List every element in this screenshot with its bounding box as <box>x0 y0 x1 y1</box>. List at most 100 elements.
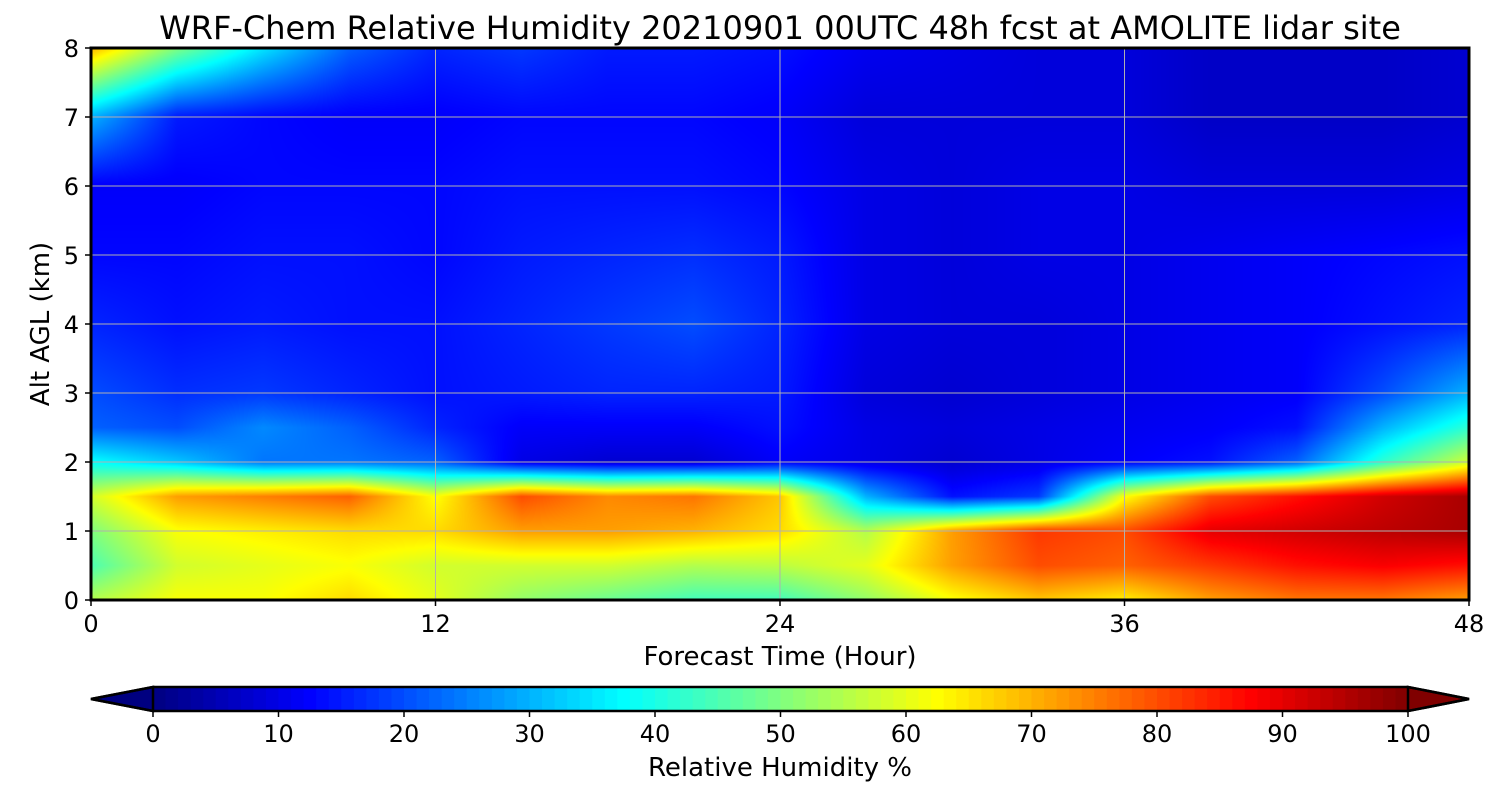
x-tick-label: 0 <box>83 610 98 638</box>
colorbar-segment <box>378 687 393 711</box>
x-axis: 0 12 24 36 48 <box>83 600 1484 638</box>
y-tick-label: 0 <box>64 587 79 615</box>
colorbar-segment <box>1194 687 1208 711</box>
colorbar-segment <box>1345 687 1359 711</box>
colorbar-segments <box>153 687 1409 711</box>
colorbar-segment <box>1131 687 1146 711</box>
colorbar-tick-label: 40 <box>640 720 671 748</box>
y-tick-label: 7 <box>64 104 79 132</box>
colorbar-segment <box>780 687 794 711</box>
colorbar-segment <box>1182 687 1196 711</box>
colorbar-segment <box>1219 687 1233 711</box>
colorbar-segment <box>429 687 443 711</box>
colorbar-segment <box>1169 687 1183 711</box>
colorbar-segment <box>341 687 355 711</box>
colorbar-segment <box>203 687 217 711</box>
colorbar-segment <box>178 687 192 711</box>
colorbar-segment <box>265 687 280 711</box>
colorbar-segment <box>855 687 869 711</box>
colorbar-tick-label: 70 <box>1016 720 1047 748</box>
colorbar-segment <box>153 687 167 711</box>
y-tick-label: 6 <box>64 173 79 201</box>
colorbar-segment <box>843 687 857 711</box>
colorbar-segment <box>278 687 292 711</box>
colorbar-segment <box>165 687 179 711</box>
colorbar-segment <box>579 687 593 711</box>
colorbar-segment <box>1395 687 1409 711</box>
y-tick-label: 4 <box>64 311 79 339</box>
colorbar-segment <box>692 687 706 711</box>
colorbar-ticks: 0 10 20 30 40 50 60 70 80 90 100 <box>145 711 1431 748</box>
colorbar-segment <box>717 687 731 711</box>
colorbar-segment <box>1332 687 1346 711</box>
colorbar-segment <box>567 687 581 711</box>
colorbar-segment <box>1094 687 1108 711</box>
colorbar-segment <box>529 687 543 711</box>
colorbar-tick-label: 80 <box>1142 720 1173 748</box>
colorbar-tick-label: 90 <box>1267 720 1298 748</box>
colorbar-segment <box>454 687 468 711</box>
colorbar-segment <box>767 687 782 711</box>
colorbar-segment <box>303 687 317 711</box>
colorbar-segment <box>956 687 970 711</box>
colorbar-segment <box>755 687 769 711</box>
colorbar-segment <box>604 687 618 711</box>
colorbar-segment <box>1056 687 1070 711</box>
colorbar-segment <box>1144 687 1158 711</box>
colorbar-segment <box>1370 687 1384 711</box>
colorbar: 0 10 20 30 40 50 60 70 80 90 100 Relative Humidity… <box>90 685 1470 783</box>
colorbar-segment <box>1157 687 1171 711</box>
colorbar-segment <box>968 687 982 711</box>
colorbar-tick-label: 20 <box>389 720 420 748</box>
colorbar-segment <box>918 687 932 711</box>
colorbar-segment <box>1382 687 1397 711</box>
grid-lines <box>91 48 1469 600</box>
colorbar-segment <box>592 687 606 711</box>
plot-area <box>89 46 1471 602</box>
colorbar-segment <box>868 687 882 711</box>
colorbar-segment <box>730 687 744 711</box>
colorbar-segment <box>504 687 518 711</box>
colorbar-segment <box>416 687 430 711</box>
colorbar-segment <box>1207 687 1221 711</box>
colorbar-segment <box>667 687 681 711</box>
colorbar-segment <box>981 687 995 711</box>
x-tick-label: 12 <box>420 610 451 638</box>
colorbar-segment <box>366 687 380 711</box>
colorbar-segment <box>554 687 568 711</box>
colorbar-segment <box>1282 687 1296 711</box>
colorbar-segment <box>1244 687 1258 711</box>
colorbar-segment <box>993 687 1007 711</box>
colorbar-segment <box>629 687 644 711</box>
colorbar-segment <box>1320 687 1334 711</box>
colorbar-segment <box>190 687 204 711</box>
colorbar-segment <box>705 687 719 711</box>
colorbar-segment <box>240 687 254 711</box>
colorbar-segment <box>328 687 342 711</box>
colorbar-extend-max <box>1406 685 1470 713</box>
colorbar-segment <box>316 687 330 711</box>
y-axis: 0 1 2 3 4 5 6 7 8 <box>64 35 91 615</box>
colorbar-label: Relative Humidity % <box>648 753 912 783</box>
colorbar-segment <box>441 687 455 711</box>
colorbar-segment <box>479 687 493 711</box>
colorbar-segment <box>1069 687 1083 711</box>
colorbar-tick-label: 100 <box>1385 720 1431 748</box>
colorbar-extend-min <box>90 685 155 713</box>
colorbar-segment <box>291 687 305 711</box>
colorbar-segment <box>1232 687 1246 711</box>
colorbar-tick-label: 60 <box>891 720 922 748</box>
colorbar-tick-label: 0 <box>145 720 160 748</box>
colorbar-segment <box>805 687 819 711</box>
colorbar-segment <box>931 687 945 711</box>
colorbar-segment <box>830 687 844 711</box>
colorbar-segment <box>1006 687 1020 711</box>
colorbar-segment <box>906 687 920 711</box>
colorbar-segment <box>404 687 418 711</box>
colorbar-segment <box>655 687 669 711</box>
colorbar-segment <box>1106 687 1120 711</box>
colorbar-tick-label: 30 <box>514 720 545 748</box>
x-tick-label: 24 <box>765 610 796 638</box>
y-tick-label: 1 <box>64 518 79 546</box>
